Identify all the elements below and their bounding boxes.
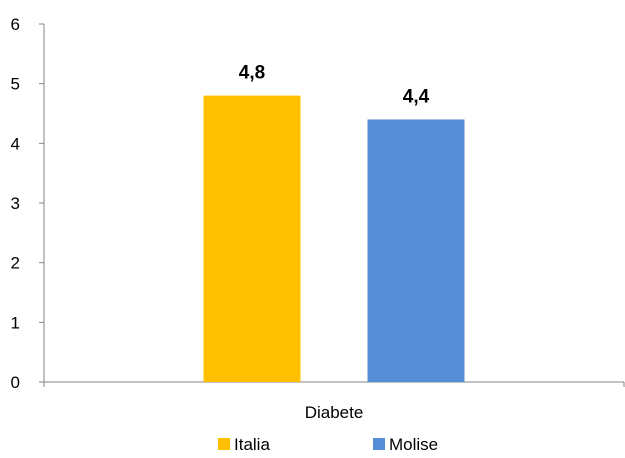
data-label-italia: 4,8 — [239, 63, 265, 84]
legend-label-molise: Molise — [389, 435, 438, 454]
y-tick-label: 4 — [11, 134, 20, 153]
y-tick-label: 3 — [11, 194, 20, 213]
y-tick-label: 6 — [11, 15, 20, 34]
axes — [43, 24, 624, 383]
bars — [203, 95, 465, 382]
bar-molise — [367, 119, 465, 382]
y-axis-ticks: 0 1 2 3 4 5 6 — [11, 15, 625, 392]
y-tick-label: 5 — [11, 75, 20, 94]
bar-italia — [203, 95, 301, 382]
y-tick-label: 2 — [11, 254, 20, 273]
legend-label-italia: Italia — [234, 435, 270, 454]
x-axis-categories: Diabete — [305, 403, 364, 422]
y-tick-label: 1 — [11, 313, 20, 332]
x-category-label: Diabete — [305, 403, 364, 422]
legend-swatch-italia — [218, 438, 230, 450]
legend-swatch-molise — [373, 438, 385, 450]
data-label-molise: 4,4 — [403, 86, 430, 107]
legend: Italia Molise — [218, 435, 438, 454]
data-labels: 4,8 4,4 — [239, 63, 430, 108]
y-tick-label: 0 — [11, 373, 20, 392]
